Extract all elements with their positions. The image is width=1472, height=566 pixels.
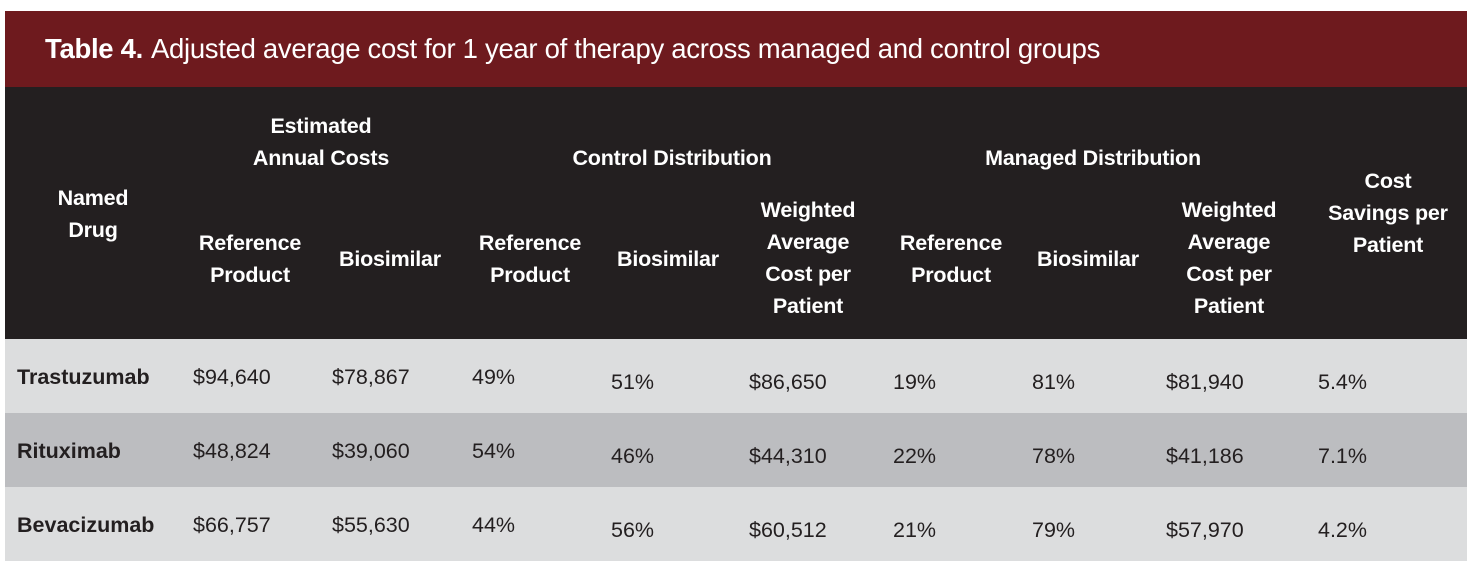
header-managed-distribution: Managed Distribution xyxy=(985,146,1201,170)
header-ctrl-reference-product: Reference Product xyxy=(478,231,582,287)
table-caption: Adjusted average cost for 1 year of ther… xyxy=(150,33,1101,64)
header-control-distribution: Control Distribution xyxy=(572,146,772,170)
cell-ctrl-bio: 56% xyxy=(611,518,655,542)
cell-ctrl-bio: 51% xyxy=(611,370,655,394)
cell-ctrl-ref: 49% xyxy=(472,365,516,389)
cell-mgd-ref: 19% xyxy=(893,370,937,394)
cell-ref-cost: $66,757 xyxy=(193,513,271,537)
header-estimated-annual-costs: Estimated Annual Costs xyxy=(252,114,390,170)
table-header: Named Drug Estimated Annual Costs Contro… xyxy=(5,87,1467,339)
cell-mgd-wavg: $57,970 xyxy=(1166,518,1244,542)
cell-mgd-bio: 81% xyxy=(1032,370,1076,394)
cell-savings: 5.4% xyxy=(1318,370,1368,394)
table-number: Table 4. xyxy=(45,33,143,64)
cell-mgd-ref: 21% xyxy=(893,518,937,542)
header-ctrl-weighted-average: Weighted Average Cost per Patient xyxy=(760,198,856,318)
cell-drug: Trastuzumab xyxy=(17,365,150,389)
cell-ref-cost: $48,824 xyxy=(193,439,271,463)
header-est-biosimilar: Biosimilar xyxy=(339,247,441,271)
header-mgd-weighted-average: Weighted Average Cost per Patient xyxy=(1181,198,1277,318)
cell-mgd-bio: 79% xyxy=(1032,518,1076,542)
cell-ctrl-wavg: $86,650 xyxy=(749,370,827,394)
header-mgd-biosimilar: Biosimilar xyxy=(1037,247,1139,271)
cell-bio-cost: $78,867 xyxy=(332,365,410,389)
cell-drug: Rituximab xyxy=(17,439,121,463)
cell-mgd-wavg: $41,186 xyxy=(1166,444,1244,468)
header-cost-savings: Cost Savings per Patient xyxy=(1328,169,1448,257)
table-row: Trastuzumab $94,640 $78,867 49% 51% $86,… xyxy=(5,339,1467,413)
cell-ctrl-ref: 44% xyxy=(472,513,516,537)
header-named-drug: Named Drug xyxy=(57,186,129,242)
cell-ctrl-bio: 46% xyxy=(611,444,655,468)
cell-savings: 4.2% xyxy=(1318,518,1368,542)
header-ctrl-biosimilar: Biosimilar xyxy=(617,247,719,271)
table-row: Bevacizumab $66,757 $55,630 44% 56% $60,… xyxy=(5,487,1467,561)
table-title-bar: Table 4. Adjusted average cost for 1 yea… xyxy=(5,11,1467,87)
cell-savings: 7.1% xyxy=(1318,444,1368,468)
cell-ctrl-wavg: $60,512 xyxy=(749,518,827,542)
header-mgd-reference-product: Reference Product xyxy=(899,231,1003,287)
header-est-reference-product: Reference Product xyxy=(198,231,302,287)
cell-bio-cost: $55,630 xyxy=(332,513,410,537)
cell-ref-cost: $94,640 xyxy=(193,365,271,389)
cell-mgd-bio: 78% xyxy=(1032,444,1076,468)
cell-ctrl-ref: 54% xyxy=(472,439,516,463)
cell-drug: Bevacizumab xyxy=(17,513,155,537)
cell-mgd-ref: 22% xyxy=(893,444,937,468)
cell-bio-cost: $39,060 xyxy=(332,439,410,463)
cell-ctrl-wavg: $44,310 xyxy=(749,444,827,468)
table-row: Rituximab $48,824 $39,060 54% 46% $44,31… xyxy=(5,413,1467,487)
cell-mgd-wavg: $81,940 xyxy=(1166,370,1244,394)
